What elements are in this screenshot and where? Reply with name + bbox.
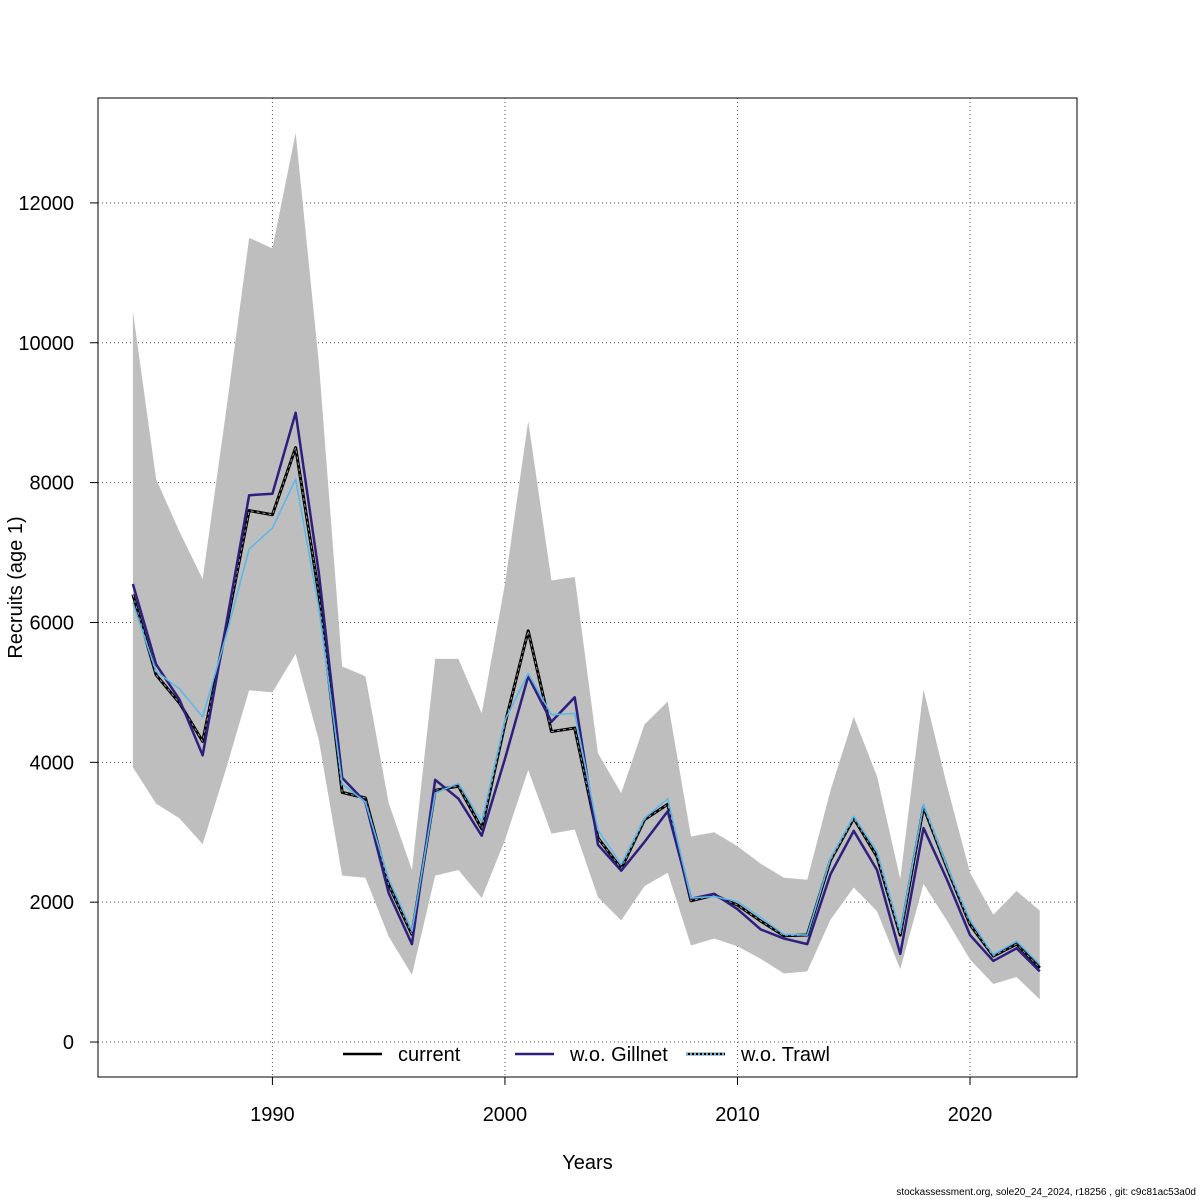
- x-tick-label-2020: 2020: [948, 1104, 993, 1126]
- confidence-band-layer: [132, 132, 1040, 1000]
- y-tick-label-6000: 6000: [30, 612, 75, 634]
- series-line-trawl: [132, 478, 1041, 965]
- y-tick-label-0: 0: [63, 1032, 74, 1054]
- legend-label-current: current: [398, 1044, 461, 1066]
- confidence-band: [132, 132, 1040, 1000]
- footer-note: stockassessment.org, sole20_24_2024, r18…: [896, 1187, 1196, 1198]
- legend-label-gillnet: w.o. Gillnet: [569, 1044, 668, 1066]
- series-lines-layer: [131, 411, 1041, 973]
- x-axis-label: Years: [562, 1152, 612, 1174]
- y-tick-label-2000: 2000: [30, 892, 75, 914]
- y-axis-label: Recruits (age 1): [5, 516, 27, 658]
- series-line-current-overlay: [132, 447, 1041, 969]
- x-tick-label-2010: 2010: [715, 1104, 760, 1126]
- y-tick-label-10000: 10000: [18, 333, 74, 355]
- legend: current w.o. Gillnet w.o. Trawl: [343, 1044, 830, 1066]
- plot-frame: [97, 97, 1078, 1078]
- y-tick-label-4000: 4000: [30, 752, 75, 774]
- legend-label-trawl: w.o. Trawl: [740, 1044, 830, 1066]
- x-tick-label-1990: 1990: [250, 1104, 295, 1126]
- axes: 1990 2000 2010 2020 0 2000 4000 6000 8000 10000 12…: [18, 193, 992, 1126]
- x-tick-label-2000: 2000: [483, 1104, 528, 1126]
- y-tick-label-12000: 12000: [18, 193, 74, 215]
- y-tick-label-8000: 8000: [30, 473, 75, 495]
